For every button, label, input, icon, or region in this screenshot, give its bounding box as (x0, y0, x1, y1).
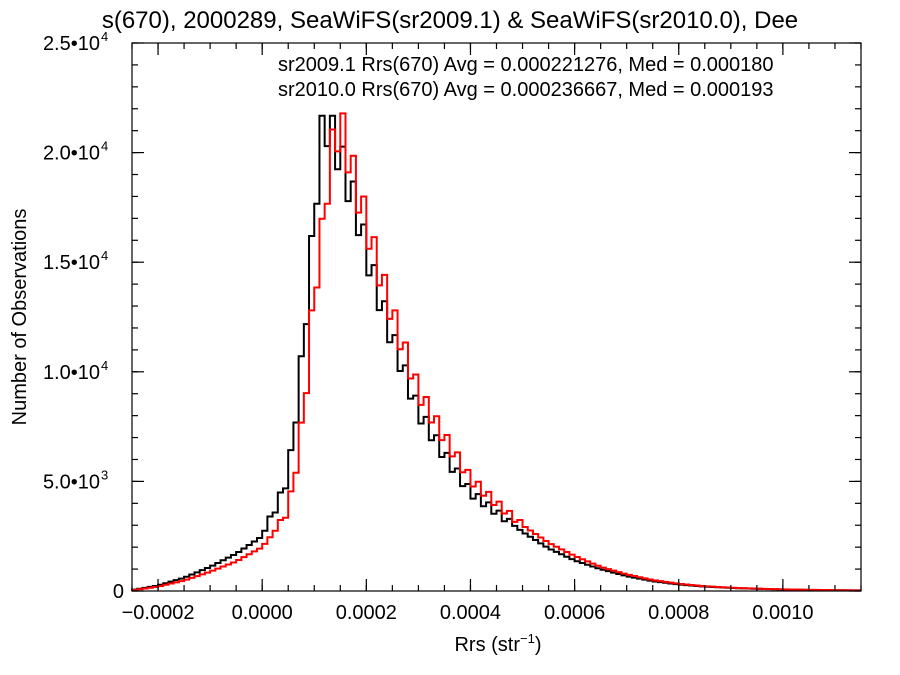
y-tick-exponent: 4 (101, 29, 108, 44)
x-tick-label: 0.0002 (336, 602, 397, 624)
x-tick-label: −0.0002 (122, 602, 195, 624)
y-axis-label: Number of Observations (9, 209, 31, 426)
y-tick-exponent: 4 (101, 358, 108, 373)
x-tick-label: 0.0006 (544, 602, 605, 624)
x-tick-label: 0.0010 (752, 602, 813, 624)
chart-title: s(670), 2000289, SeaWiFS(sr2009.1) & Sea… (102, 7, 798, 34)
series-line-sr2010.0 (131, 112, 861, 592)
series-layer (131, 112, 861, 592)
x-tick-label: 0.0000 (232, 602, 293, 624)
ticks-layer: −0.0002 0.0000 0.0002 0.0004 0.0006 0.0008 0.0… (43, 29, 862, 624)
y-tick-exponent: 3 (101, 467, 108, 482)
x-axis-label: Rrs (str−1) (454, 631, 541, 656)
y-tick-label: 1.5•10 (43, 252, 100, 274)
legend-sr2010: sr2010.0 Rrs(670) Avg = 0.000236667, Med… (278, 79, 774, 101)
y-tick-label: 5.0•10 (43, 471, 100, 493)
x-axis-label-exponent: −1 (520, 631, 535, 646)
x-axis-label-main: Rrs (str (454, 634, 520, 656)
y-tick-label: 0 (113, 581, 124, 603)
y-tick-label: 1.0•10 (43, 362, 100, 384)
x-tick-label: 0.0004 (440, 602, 501, 624)
legend-sr2009: sr2009.1 Rrs(670) Avg = 0.000221276, Med… (278, 54, 774, 76)
x-tick-label: 0.0008 (648, 602, 709, 624)
x-axis-label-close: ) (535, 634, 542, 656)
y-tick-exponent: 4 (101, 139, 108, 154)
y-tick-exponent: 4 (101, 248, 108, 263)
y-tick-label: 2.0•10 (43, 143, 100, 165)
y-tick-label: 2.5•10 (43, 33, 100, 55)
